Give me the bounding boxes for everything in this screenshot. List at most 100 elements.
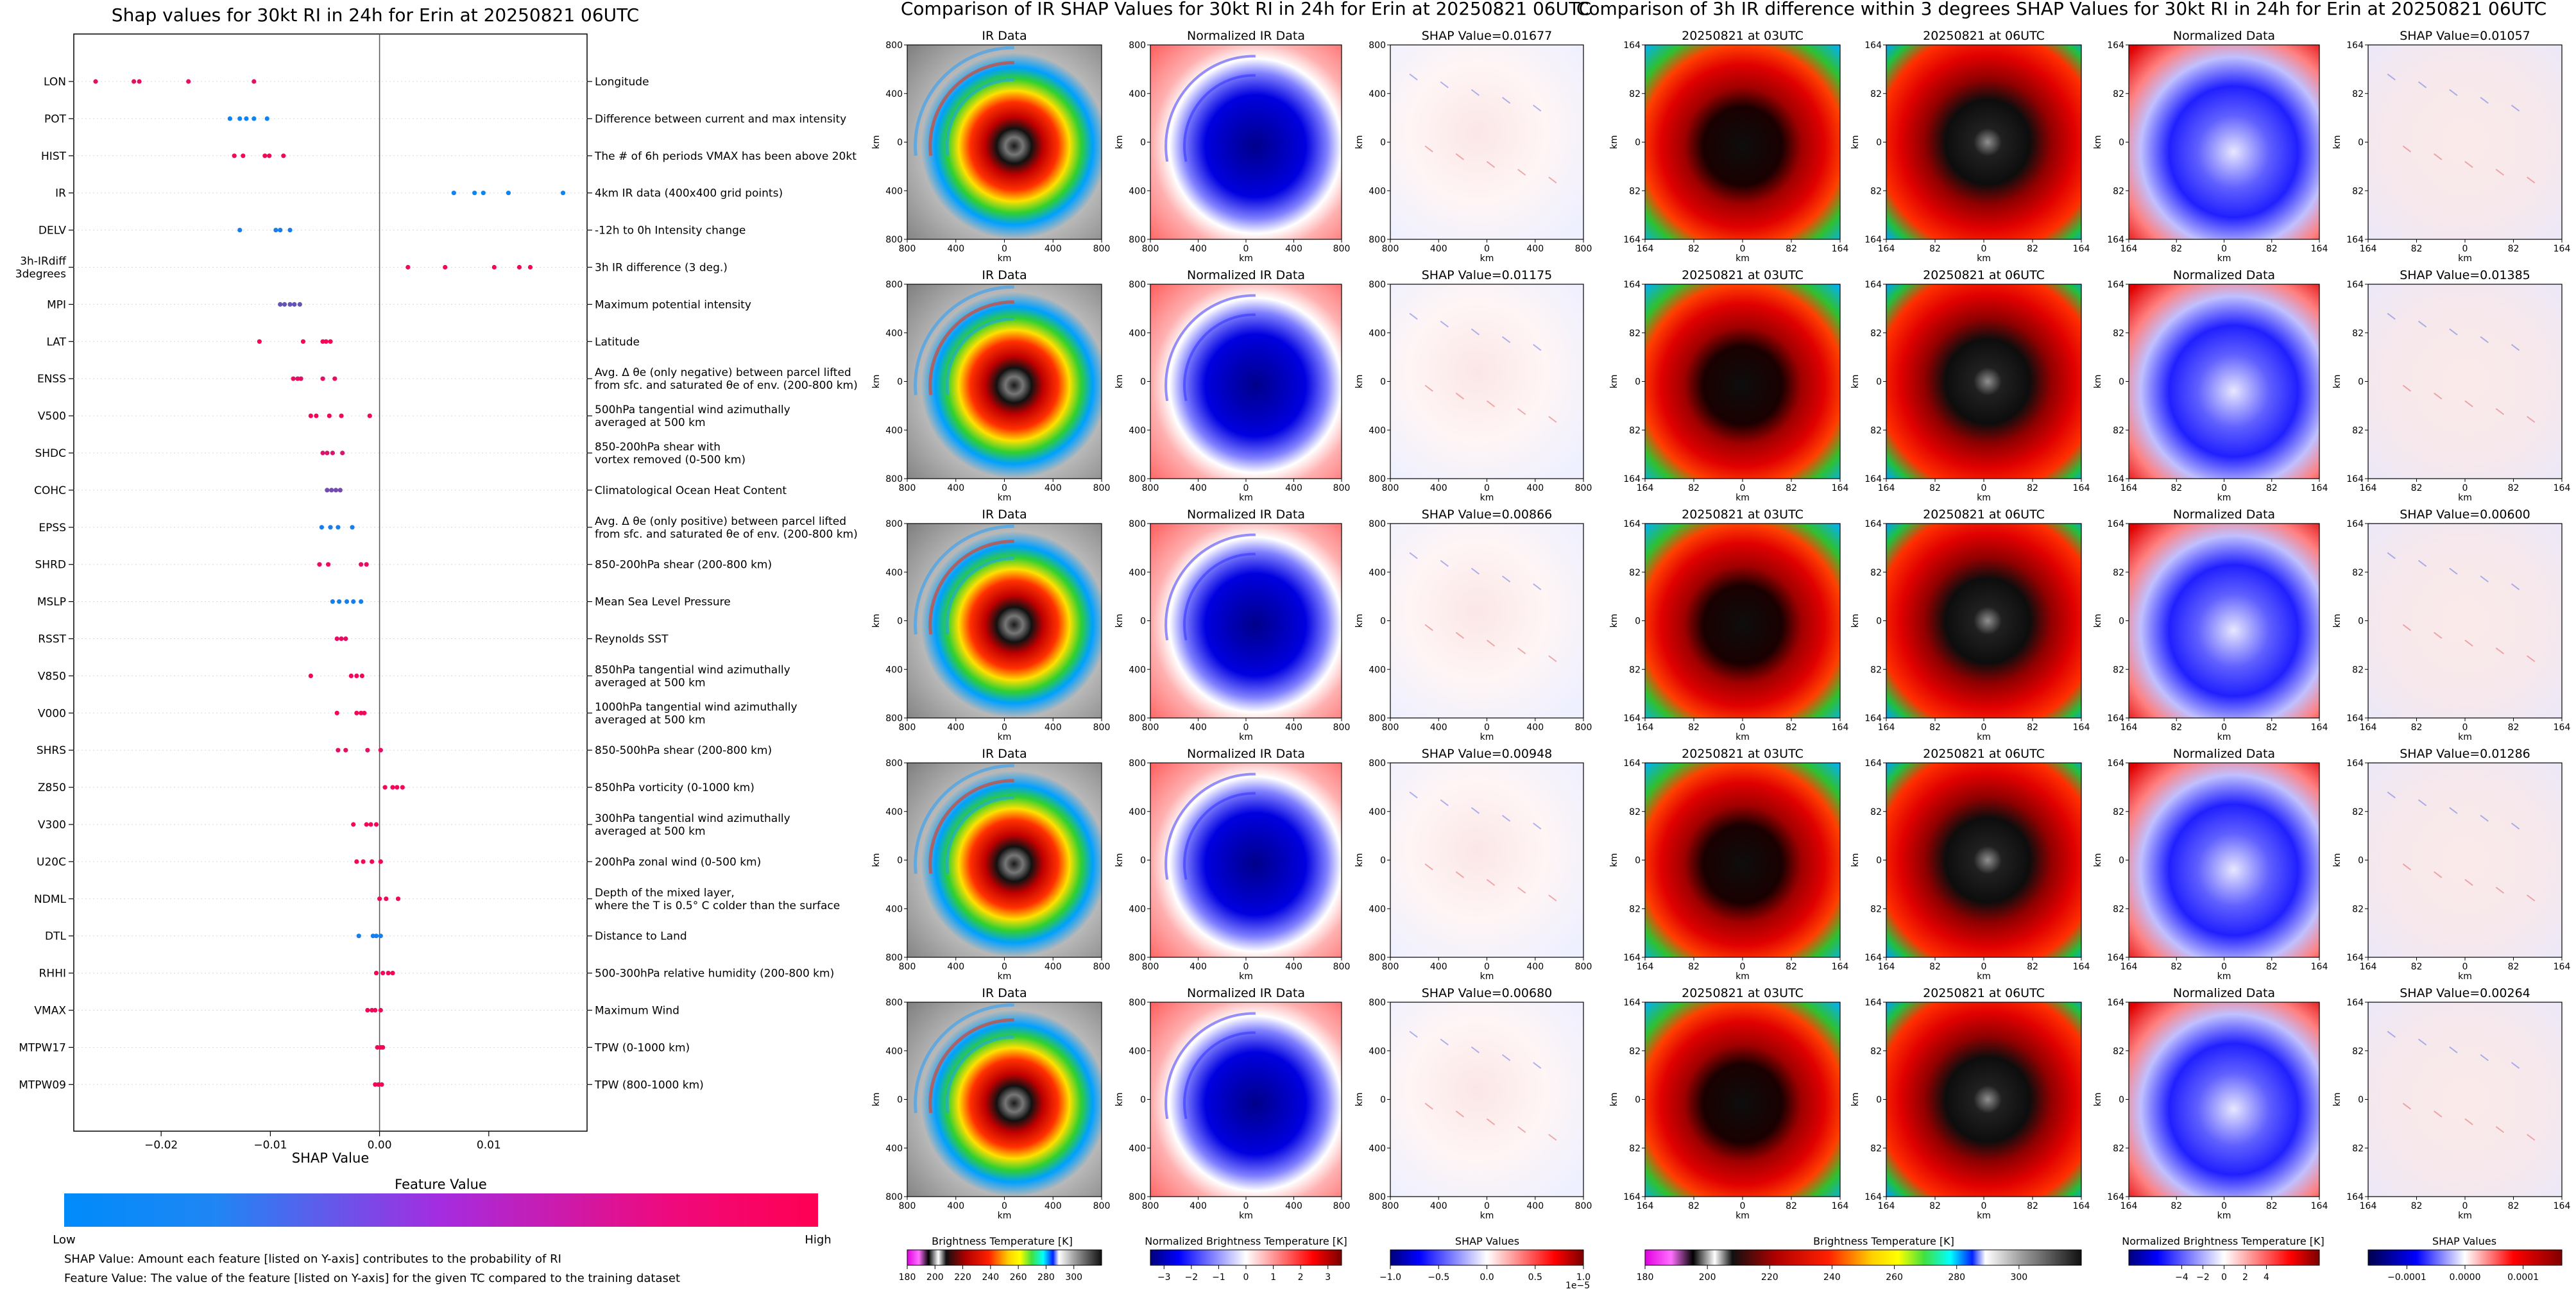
x-tick-label: 800 — [1142, 483, 1159, 493]
shap-image — [1390, 763, 1583, 957]
x-tick-label: 0 — [1243, 1201, 1249, 1211]
shap-point — [281, 153, 286, 158]
x-axis-label: km — [1736, 971, 1750, 982]
shap-image — [2368, 45, 2562, 239]
x-axis-label: km — [1736, 493, 1750, 503]
y-tick-label: 164 — [1864, 235, 1882, 245]
x-tick-label: 800 — [1575, 962, 1592, 972]
x-tick-label: 164 — [1637, 722, 1654, 733]
diff-image — [1886, 763, 2081, 957]
shap-point — [367, 413, 372, 418]
y-tick-label: 800 — [1129, 280, 1146, 290]
shap-point — [370, 934, 375, 939]
spiral-band — [1164, 294, 1256, 402]
x-tick-label: 164 — [1878, 483, 1895, 493]
shap-point — [560, 191, 566, 196]
x-tick-label: 400 — [1190, 962, 1207, 972]
shap-point — [308, 413, 313, 418]
x-tick-label: 164 — [2311, 1201, 2328, 1211]
panel-title: SHAP Value=0.01385 — [2400, 268, 2530, 282]
shap-streak — [1548, 416, 1557, 423]
diff-image — [2129, 524, 2319, 718]
feature-description-label: Distance to Land — [595, 930, 687, 943]
spiral-band — [945, 796, 1014, 875]
spiral-band — [945, 317, 1014, 396]
feature-code-label: Z850 — [38, 781, 66, 794]
shap-image — [2368, 1002, 2562, 1197]
shap-summary-panel: Shap values for 30kt RI in 24h for Erin … — [15, 4, 858, 1285]
y-tick-label: 82 — [2352, 807, 2364, 817]
x-tick-label: 0 — [1243, 483, 1249, 493]
spiral-band — [1164, 1012, 1256, 1120]
x-axis-label: km — [1480, 253, 1494, 264]
shap-streak — [2434, 1110, 2443, 1118]
feature-description-label: Avg. Δ θe (only positive) between parcel… — [595, 515, 858, 541]
shap-streak — [2434, 392, 2443, 400]
y-tick-label: 82 — [2113, 1143, 2124, 1154]
shap-point — [527, 264, 533, 270]
ir-image — [907, 1002, 1102, 1197]
shap-streak — [1455, 1110, 1464, 1118]
shap-streak — [1501, 1054, 1511, 1061]
x-tick-label: 800 — [1333, 483, 1351, 493]
x-tick-label: 0 — [1243, 722, 1249, 733]
shap-streak — [2418, 1038, 2427, 1046]
shap-point — [378, 1007, 383, 1013]
shap-point — [350, 525, 355, 530]
shap-point — [343, 636, 348, 642]
panel-title: Normalized Data — [2173, 747, 2275, 761]
x-axis-label: km — [1736, 1211, 1750, 1221]
x-tick-label: 164 — [2120, 1201, 2138, 1211]
shap-point — [359, 673, 364, 678]
shap-streak — [2480, 336, 2489, 343]
y-axis-label: km — [871, 1093, 882, 1107]
x-tick-label: 0.00 — [368, 1139, 392, 1152]
shap-streak — [1533, 105, 1542, 112]
x-tick-label: 82 — [2266, 1201, 2278, 1211]
y-tick-label: 82 — [2352, 1143, 2364, 1154]
x-tick-label: 400 — [1285, 722, 1302, 733]
y-tick-label: 0 — [1876, 1095, 1882, 1105]
spiral-band — [1183, 552, 1256, 641]
panel-title: Normalized Data — [2173, 508, 2275, 522]
x-axis-label: km — [1480, 732, 1494, 742]
x-tick-label: 800 — [899, 244, 916, 254]
cbar-tick-label: 280 — [1948, 1272, 1965, 1283]
feature-code-label: COHC — [34, 484, 66, 497]
x-tick-label: 164 — [2120, 483, 2138, 493]
feature-code-label: POT — [44, 113, 67, 126]
y-axis-label: km — [1850, 614, 1861, 628]
shap-point — [351, 822, 356, 827]
y-axis-label: km — [1114, 853, 1125, 867]
y-tick-label: 400 — [885, 807, 903, 817]
y-tick-label: 400 — [1129, 425, 1146, 436]
y-tick-label: 0 — [1635, 856, 1641, 866]
y-tick-label: 164 — [1623, 953, 1641, 963]
y-tick-label: 164 — [2107, 758, 2124, 769]
x-tick-label: 82 — [2508, 244, 2520, 254]
x-tick-label: 82 — [2508, 722, 2520, 733]
cbar-tick-label: −3 — [1157, 1272, 1171, 1283]
x-tick-label: 164 — [2360, 722, 2377, 733]
spiral-band — [914, 524, 1014, 635]
y-tick-label: 82 — [2352, 186, 2364, 196]
note-shap-value: SHAP Value: Amount each feature [listed … — [64, 1252, 561, 1266]
x-tick-label: 82 — [2266, 962, 2278, 972]
feature-code-label: SHDC — [35, 447, 66, 460]
y-tick-label: 164 — [1623, 40, 1641, 51]
ir-cbar1-ticks: 180 200 220 240 260 280 300 — [899, 1265, 1082, 1283]
x-tick-label: 164 — [2073, 1201, 2090, 1211]
x-tick-label: 0 — [1981, 962, 1987, 972]
y-tick-label: 0 — [1140, 377, 1146, 388]
y-tick-label: 800 — [885, 713, 903, 724]
diff-cbar3-ticks: −0.0001 0.0000 0.0001 — [2387, 1265, 2539, 1283]
panel-title: Normalized Data — [2173, 986, 2275, 1000]
diff-image — [1645, 524, 1840, 718]
shap-point — [295, 376, 300, 381]
diff-grid-title: Comparison of 3h IR difference within 3 … — [1576, 0, 2546, 19]
x-tick-label: 164 — [2311, 722, 2328, 733]
